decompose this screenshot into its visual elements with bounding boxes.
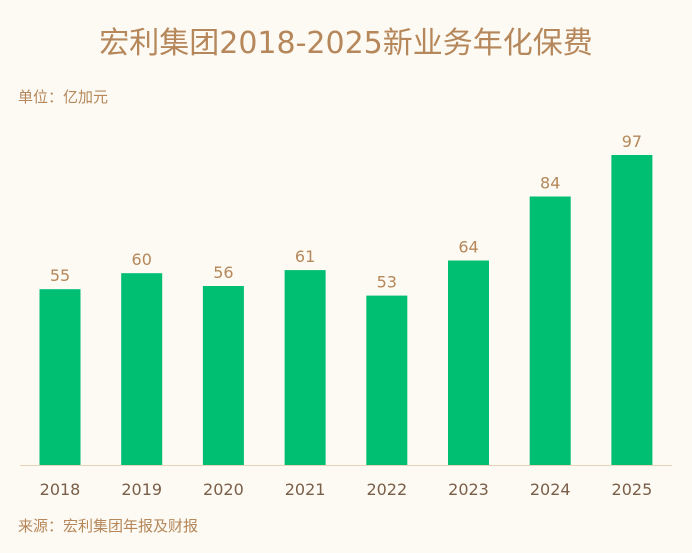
x-tick-label-2018: 2018 <box>40 480 81 499</box>
x-tick-labels-group: 2018 2019 2020 2021 2022 2023 2024 2025 <box>40 480 653 499</box>
bar-2018 <box>39 289 81 465</box>
bar-2021 <box>284 270 326 465</box>
value-label-2023: 64 <box>458 238 478 257</box>
x-tick-label-2022: 2022 <box>366 480 407 499</box>
value-label-2022: 53 <box>377 273 397 292</box>
unit-label: 单位：亿加元 <box>18 88 109 106</box>
value-label-2018: 55 <box>50 266 70 285</box>
value-label-2025: 97 <box>622 132 642 151</box>
x-tick-label-2024: 2024 <box>530 480 571 499</box>
value-label-2019: 60 <box>132 250 152 269</box>
value-label-2020: 56 <box>213 263 233 282</box>
source-note: 来源：宏利集团年报及财报 <box>18 517 199 535</box>
bar-2024 <box>529 196 571 465</box>
bar-2025 <box>611 155 653 465</box>
bars-group <box>39 155 653 465</box>
value-label-2024: 84 <box>540 174 560 193</box>
value-label-2021: 61 <box>295 247 315 266</box>
bar-2020 <box>202 286 244 465</box>
bar-2019 <box>121 273 163 465</box>
x-tick-label-2020: 2020 <box>203 480 244 499</box>
x-tick-label-2019: 2019 <box>121 480 162 499</box>
x-tick-label-2021: 2021 <box>285 480 326 499</box>
x-tick-label-2025: 2025 <box>612 480 653 499</box>
bar-2023 <box>448 260 489 465</box>
value-labels-group: 55 60 56 61 53 64 84 97 <box>50 132 642 292</box>
bar-2022 <box>366 295 408 465</box>
x-tick-label-2023: 2023 <box>448 480 489 499</box>
chart-title: 宏利集团2018-2025新业务年化保费 <box>99 26 593 61</box>
